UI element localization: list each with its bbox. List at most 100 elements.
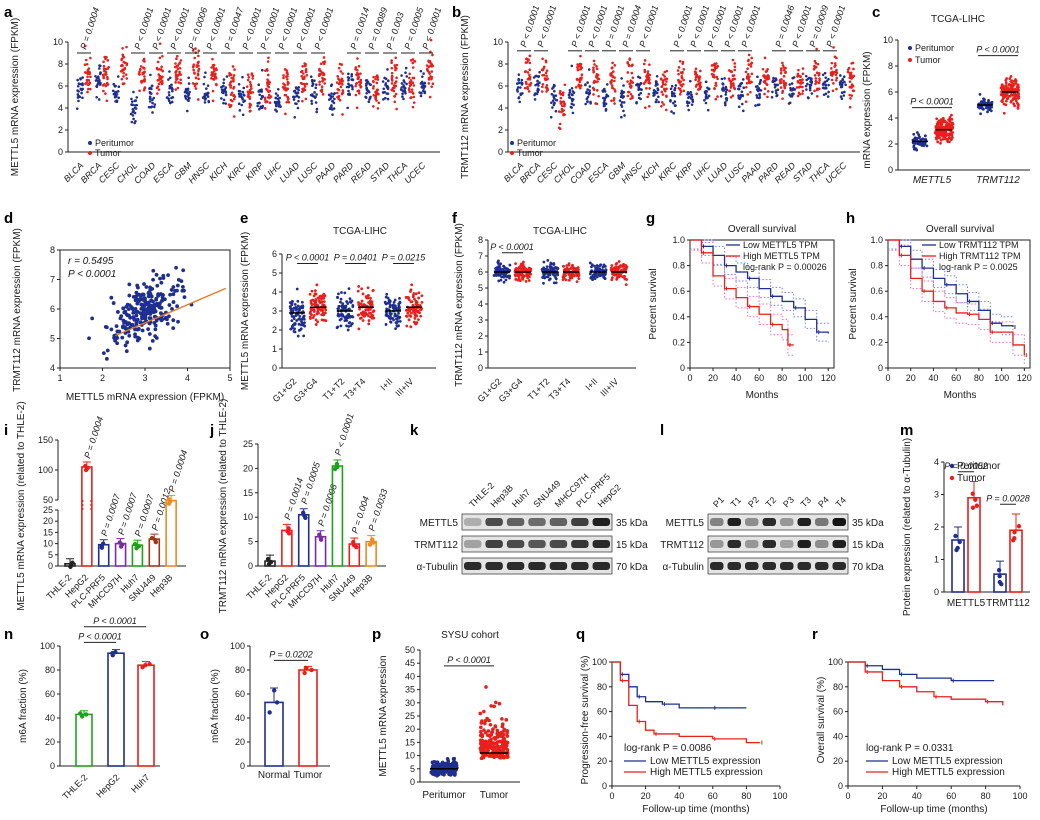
replicate-point	[367, 542, 373, 547]
replicate-point	[265, 556, 271, 562]
replicate-point	[317, 532, 322, 537]
panel-a-y-tick: 2	[58, 125, 63, 135]
tumor-point	[623, 277, 627, 281]
tumor-point	[715, 62, 718, 65]
peritumor-point	[452, 756, 457, 761]
data-point	[151, 277, 155, 282]
tumor-point	[574, 86, 578, 89]
tumor-point	[83, 63, 87, 67]
peritumor-point	[721, 83, 725, 86]
data-point	[134, 290, 139, 295]
panel-c-y-tick: 10	[883, 35, 893, 45]
peritumor-point	[585, 97, 589, 101]
tumor-point	[341, 72, 344, 75]
panel-l-lane-label: T1	[729, 495, 744, 510]
blot-band	[832, 540, 846, 548]
panel-b-y-tick: 8	[498, 59, 503, 69]
peritumor-point	[348, 297, 352, 301]
panel-n-y-tick: 100	[40, 641, 55, 651]
peritumor-point	[346, 106, 349, 110]
tumor-point	[310, 289, 314, 293]
peritumor-point	[167, 78, 170, 81]
panel-r-y-tick-label: 20	[833, 756, 843, 766]
blot-band	[780, 562, 794, 570]
data-point	[168, 292, 173, 297]
peritumor-point	[912, 147, 916, 151]
tumor-point	[939, 123, 943, 127]
peritumor-point	[336, 325, 340, 329]
peritumor-point	[602, 101, 606, 104]
tumor-point	[945, 134, 948, 137]
peritumor-point	[622, 84, 625, 87]
peritumor-point	[295, 94, 299, 98]
tumor-point	[427, 82, 431, 85]
peritumor-point	[435, 774, 439, 778]
peritumor-point	[222, 98, 226, 102]
tumor-point	[480, 719, 484, 723]
tumor-point	[232, 115, 236, 118]
peritumor-point	[297, 317, 301, 321]
tumor-point	[192, 68, 195, 72]
tumor-point	[801, 92, 804, 95]
peritumor-point	[350, 72, 354, 76]
data-point	[146, 327, 151, 332]
panel-j-pvalue: P = 0.0033	[367, 488, 390, 532]
tumor-point	[358, 316, 362, 320]
tumor-point	[575, 78, 579, 81]
panel-c-group-label: METTL5	[913, 175, 952, 186]
peritumor-point	[393, 314, 397, 318]
tumor-point	[712, 63, 716, 67]
tumor-point	[562, 113, 565, 117]
tumor-point	[567, 262, 571, 266]
replicate-point	[140, 665, 145, 670]
panel-l-lane-label: T3	[799, 495, 814, 510]
tumor-point	[86, 75, 89, 79]
peritumor-point	[294, 91, 298, 95]
replicate-point	[100, 541, 106, 546]
tumor-point	[320, 85, 324, 89]
tumor-point	[377, 92, 380, 96]
panel-e-ylabel: METTL5 mRNA expression (FPKM)	[240, 232, 251, 390]
data-point	[171, 326, 176, 331]
panel-d-x-tick-label: 4	[185, 373, 190, 383]
tumor-point	[1013, 104, 1016, 108]
tumor-point	[559, 89, 562, 93]
peritumor-point	[186, 95, 190, 98]
tumor-point	[197, 60, 200, 64]
panel-r-x-tick-label: 40	[912, 791, 922, 801]
peritumor-point	[394, 327, 397, 331]
tumor-point	[336, 87, 340, 91]
tumor-point	[1003, 93, 1007, 97]
tumor-point	[246, 73, 250, 76]
peritumor-point	[81, 76, 84, 79]
peritumor-point	[517, 77, 520, 81]
peritumor-point	[775, 83, 778, 87]
panel-letter-n: n	[4, 626, 14, 643]
tumor-point	[935, 117, 939, 121]
peritumor-point	[289, 327, 293, 331]
tumor-point	[142, 57, 146, 61]
peritumor-point	[186, 98, 190, 102]
peritumor-point	[347, 72, 350, 76]
peritumor-point	[551, 99, 555, 102]
panel-m-y-tick: 3	[934, 490, 939, 500]
tumor-point	[715, 66, 719, 69]
replicate-point	[99, 545, 105, 550]
tumor-point	[354, 82, 358, 86]
data-point	[142, 308, 146, 312]
replicate-point	[370, 537, 375, 542]
legend-tumor-dot	[510, 151, 514, 155]
peritumor-point	[400, 86, 403, 89]
peritumor-point	[99, 71, 102, 74]
panel-c-group-label: TRMT112	[976, 175, 1020, 186]
tumor-point	[500, 722, 505, 726]
peritumor-point	[388, 303, 392, 307]
tumor-point	[1000, 87, 1004, 91]
peritumor-point	[792, 76, 796, 79]
peritumor-point	[387, 79, 390, 82]
tumor-point	[429, 38, 433, 42]
panel-a-category-label: HNSC	[186, 160, 211, 185]
data-point	[182, 288, 186, 293]
tumor-point	[227, 103, 231, 106]
